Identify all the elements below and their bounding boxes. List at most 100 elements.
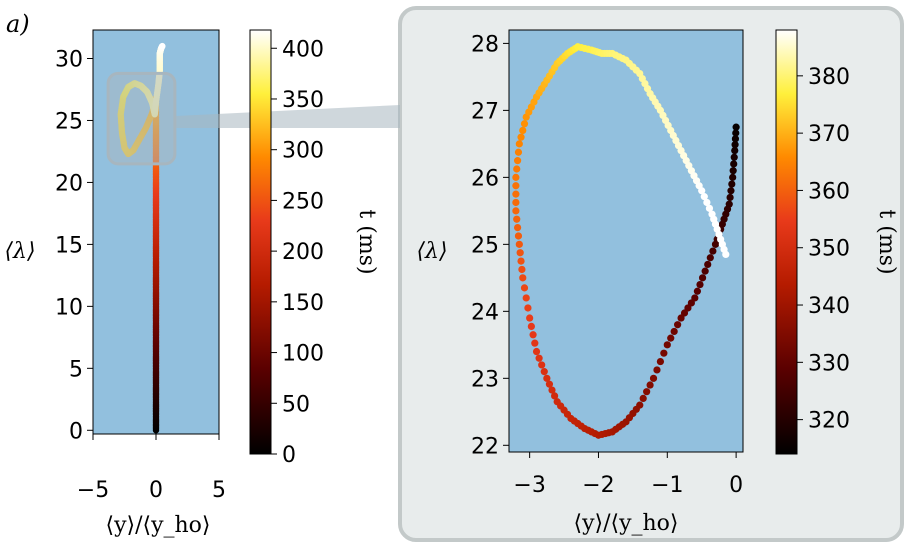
x-tick-label: 5 (212, 478, 226, 503)
data-point (709, 247, 717, 255)
colorbar-tick-label: 320 (808, 409, 850, 434)
colorbar-tick-label: 350 (808, 237, 850, 262)
y-tick-label: 22 (471, 434, 499, 459)
main-plot: −5 0 5 0 5 10 15 20 25 30 ⟨y⟩/⟨y_ho⟩ ⟨λ⟩ (4, 29, 226, 538)
data-point (660, 349, 668, 357)
data-point (726, 193, 734, 202)
data-point (526, 314, 534, 322)
data-point (653, 366, 661, 374)
colorbar-tick-label: 0 (282, 443, 296, 468)
inset-plot-area (509, 30, 743, 452)
y-tick-label: 15 (55, 233, 83, 258)
data-point (687, 299, 695, 307)
data-point (649, 374, 658, 382)
y-tick-label: 28 (471, 32, 499, 57)
colorbar-tick-label: 200 (282, 240, 324, 265)
colorbar-tick-label: 360 (808, 179, 850, 204)
data-point (667, 334, 675, 342)
data-point (698, 187, 706, 195)
data-point (548, 386, 556, 394)
zoom-connector (176, 105, 400, 128)
data-point (514, 224, 522, 232)
data-point (732, 129, 740, 137)
inset-plot: −3 −2 −1 0 22 23 24 25 26 27 28 ⟨y⟩/⟨y_ho⟩ ⟨λ⟩ (416, 29, 744, 536)
colorbar-tick-label: 300 (282, 139, 324, 164)
colorbar-tick-label: 400 (282, 37, 324, 62)
colorbar-tick-label: 100 (282, 342, 324, 367)
inset-data-points (512, 43, 740, 439)
data-point (684, 304, 692, 312)
y-tick-label: 20 (55, 171, 83, 196)
colorbar-tick-label: 370 (808, 122, 850, 147)
colorbar-tick-label: 340 (808, 294, 850, 319)
main-colorbar-label: t (ms) (354, 209, 379, 274)
data-point (518, 265, 526, 274)
x-tick-label: −2 (582, 473, 614, 498)
data-point (663, 341, 671, 349)
data-point (703, 198, 711, 207)
panel-label: a) (6, 10, 30, 38)
data-point (656, 357, 665, 366)
inset-colorbar-ticks: 320 330 340 350 360 370 380 (797, 65, 850, 434)
data-point (532, 347, 541, 356)
data-point (729, 167, 737, 175)
inset-colorbar: 320 330 340 350 360 370 380 t (ms) (775, 29, 899, 455)
data-point (517, 257, 525, 265)
colorbar-tick-label: 330 (808, 351, 850, 376)
data-point (512, 207, 520, 215)
inset-colorbar-label: t (ms) (874, 209, 899, 274)
data-point (540, 368, 548, 376)
data-point (545, 380, 554, 388)
data-point (643, 388, 651, 396)
data-point (522, 294, 530, 302)
colorbar-tick-label: 380 (808, 65, 850, 90)
colorbar-tick-label: 50 (282, 392, 310, 417)
data-point (515, 140, 523, 148)
x-tick-label: 0 (149, 478, 163, 503)
main-colorbar-ticks: 0 50 100 150 200 250 300 350 400 (271, 37, 324, 468)
y-tick-label: 25 (471, 233, 499, 258)
data-point (514, 148, 523, 156)
data-point (693, 287, 702, 295)
data-point (728, 180, 736, 188)
data-point (159, 42, 166, 50)
y-tick-label: 30 (55, 48, 83, 73)
data-point (516, 249, 524, 257)
data-point (691, 294, 699, 302)
data-point (674, 321, 682, 329)
x-tick-label: −3 (513, 473, 545, 498)
data-point (698, 274, 707, 282)
main-colorbar-gradient (249, 29, 272, 455)
data-point (680, 309, 689, 317)
colorbar-tick-label: 150 (282, 291, 324, 316)
data-point (670, 327, 678, 336)
data-point (731, 135, 740, 143)
colorbar-tick-label: 350 (282, 88, 324, 113)
data-point (513, 165, 521, 173)
inset-colorbar-gradient (775, 29, 798, 455)
data-point (517, 133, 525, 141)
data-point (538, 361, 546, 369)
colorbar-tick-label: 250 (282, 189, 324, 214)
y-tick-label: 10 (55, 295, 83, 320)
data-point (535, 354, 543, 362)
inset-x-ticks: −3 −2 −1 0 (513, 452, 743, 498)
data-point (513, 215, 521, 223)
y-tick-label: 23 (471, 367, 499, 392)
data-point (520, 284, 529, 292)
inset-y-axis-label: ⟨λ⟩ (416, 239, 447, 264)
x-tick-label: 0 (729, 473, 743, 498)
zoom-highlight-box (106, 71, 177, 166)
y-tick-label: 26 (471, 166, 499, 191)
data-point (551, 392, 559, 400)
data-point (543, 374, 551, 382)
data-point (512, 198, 520, 207)
data-point (711, 240, 720, 248)
main-x-ticks: −5 0 5 (77, 434, 226, 503)
data-point (732, 123, 740, 131)
y-tick-label: 27 (471, 99, 499, 124)
data-point (731, 141, 739, 149)
inset-plot-frame (508, 29, 744, 453)
data-point (519, 274, 527, 282)
